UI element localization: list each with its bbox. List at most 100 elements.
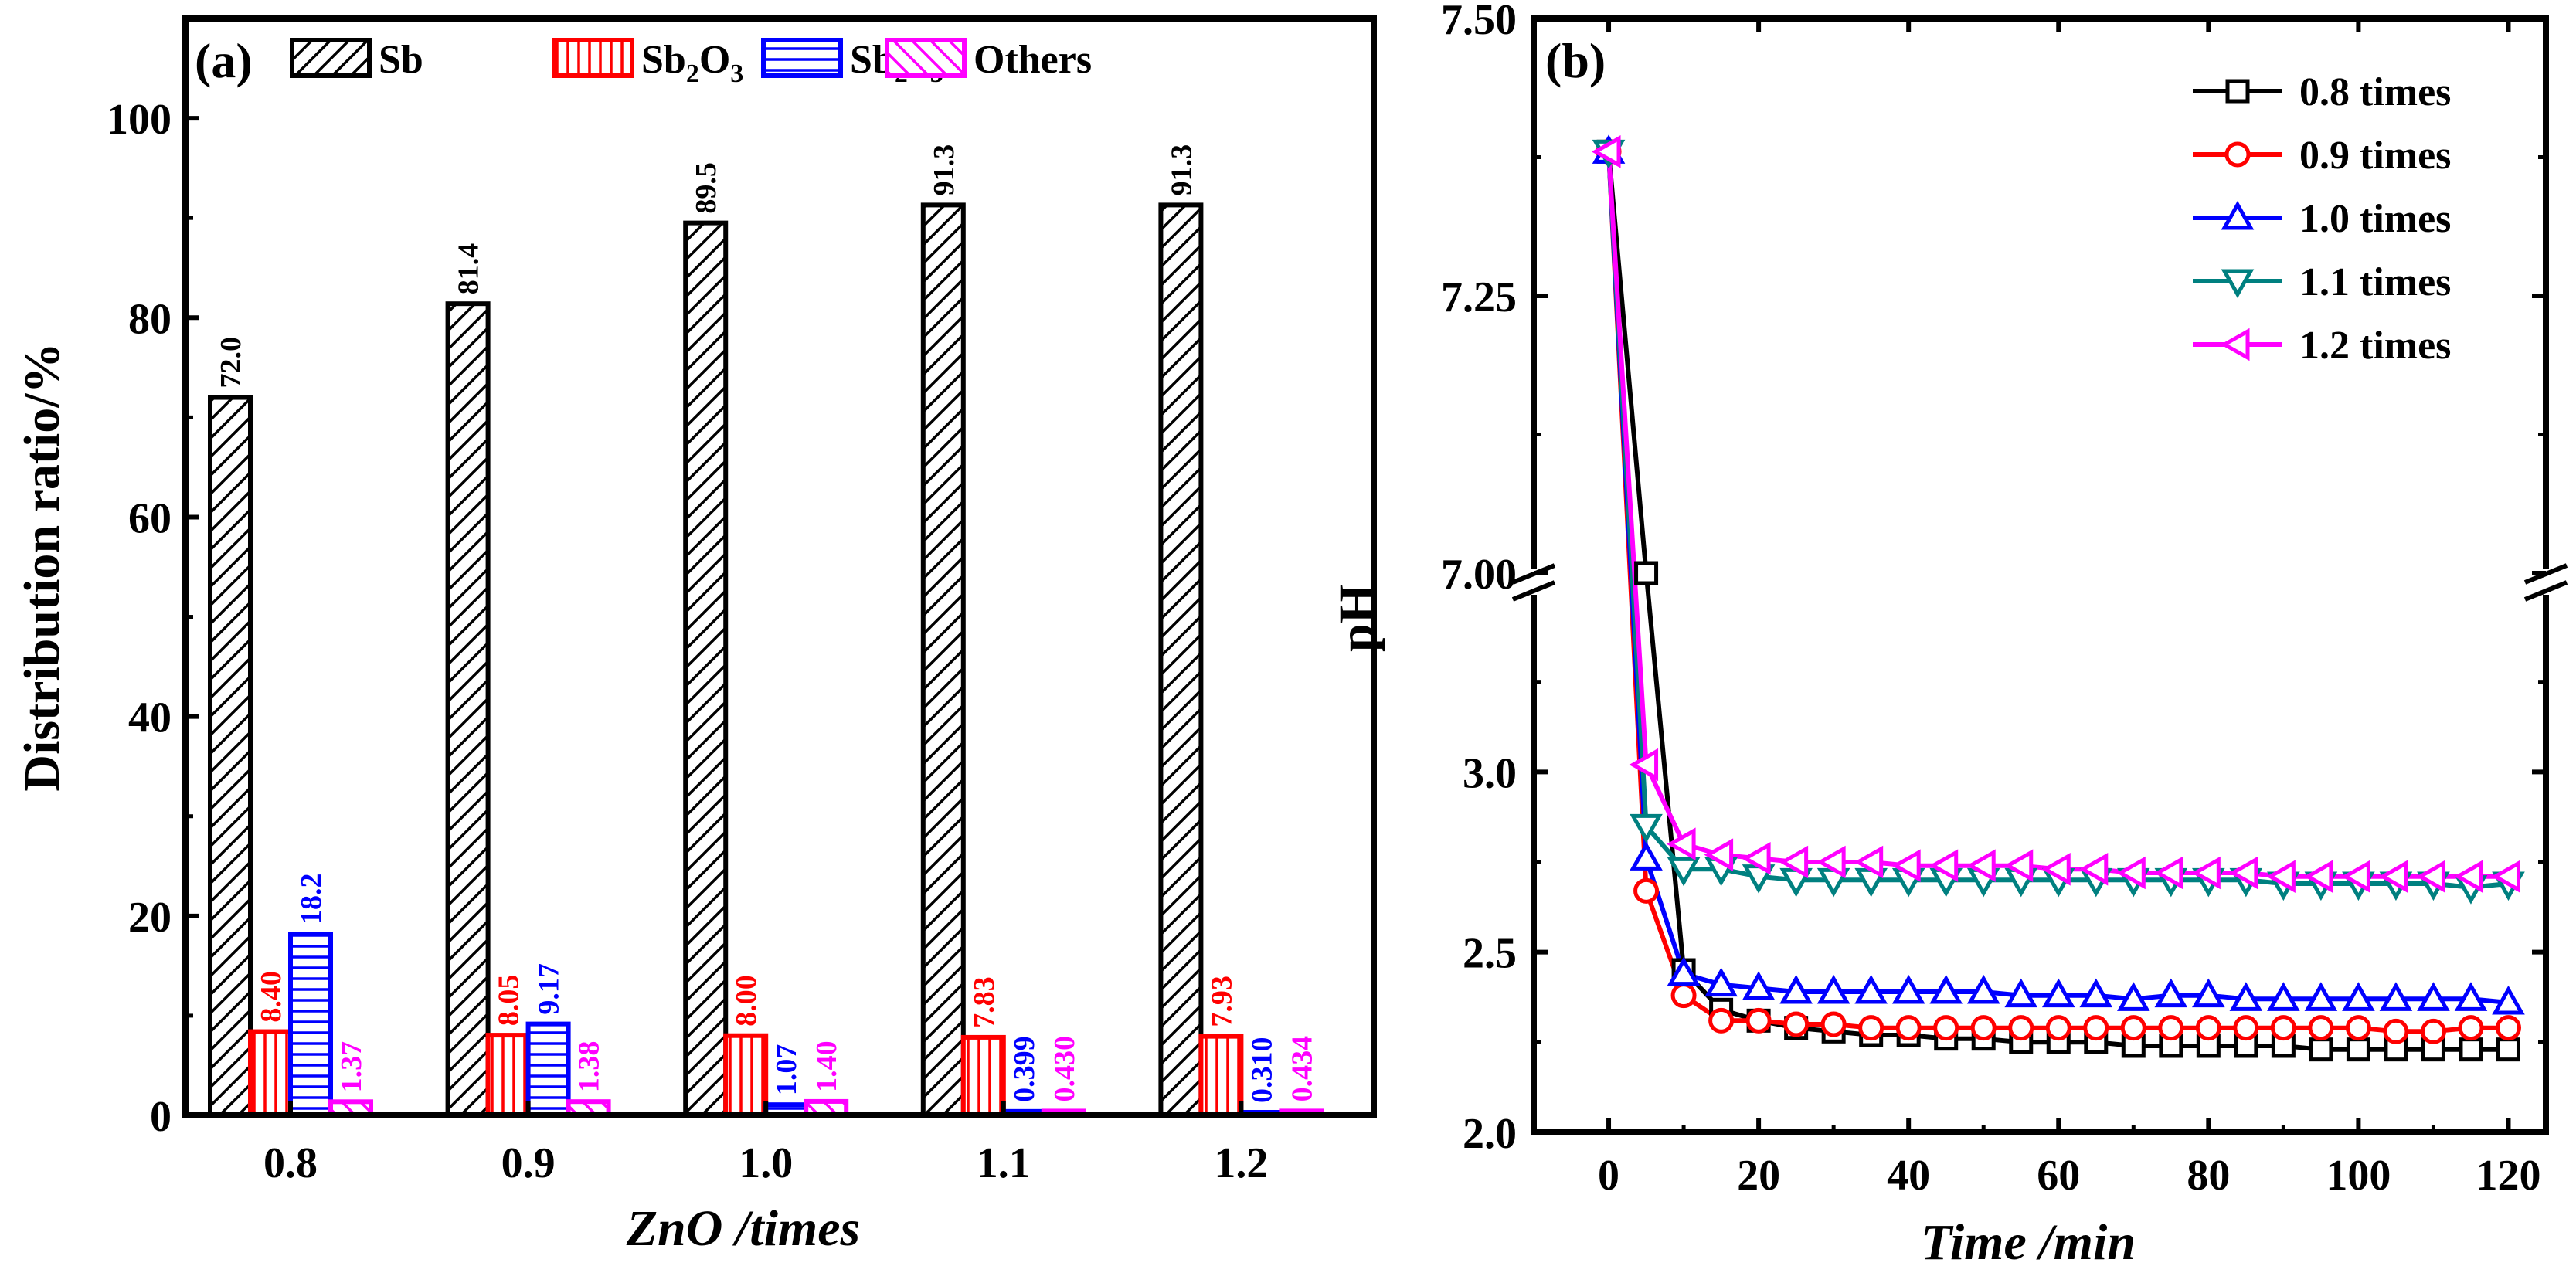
point-1-0-times bbox=[2304, 982, 2338, 1011]
point-1-2-times bbox=[2078, 853, 2109, 886]
point-1-2-times bbox=[1891, 849, 1921, 882]
b-legend-1-2-times-marker bbox=[2220, 328, 2250, 361]
point-1-0-times bbox=[2417, 982, 2450, 1011]
panel-b-line-chart: 2.0 2.5 3.0 7.00 7.25 7.50 0 20 40 60 80 100 120 0.… bbox=[1329, 0, 2568, 1271]
point-1-2-times bbox=[1591, 135, 1621, 168]
b-legend-0-9-times-label: 0.9 times bbox=[2299, 134, 2451, 178]
bar-label-others-1.1: 0.430 bbox=[1048, 1036, 1081, 1102]
bar-label-sb2o3-1.0: 8.00 bbox=[730, 975, 763, 1027]
point-1-0-times bbox=[2117, 982, 2150, 1011]
point-0-9-times bbox=[1783, 1011, 1810, 1037]
point-0-9-times bbox=[2383, 1018, 2409, 1044]
b-legend-1-2-times-label: 1.2 times bbox=[2299, 324, 2451, 368]
point-1-2-times bbox=[1704, 838, 1734, 871]
point-1-2-times bbox=[1854, 845, 1884, 879]
point-1-0-times bbox=[1929, 974, 1963, 1004]
a-bars bbox=[208, 202, 1324, 1118]
b-legend: 0.8 times 0.9 times 1.0 times 1.1 times 1.2 … bbox=[2193, 70, 2451, 368]
point-1-2-times bbox=[2153, 856, 2183, 890]
a-x-tick-label: 1.0 bbox=[739, 1139, 793, 1187]
bar-sb2s3-0.8 bbox=[288, 932, 333, 1118]
b-y-tick-label: 2.0 bbox=[1463, 1110, 1517, 1158]
bar-label-sb-0.8: 72.0 bbox=[215, 337, 247, 389]
point-0-9-times bbox=[2495, 1015, 2521, 1041]
a-y-axis-title: Distribution ratio/% bbox=[14, 342, 70, 791]
bar-sb-1.1 bbox=[920, 202, 966, 1118]
point-1-0-times bbox=[1779, 974, 1813, 1004]
point-0-8-times bbox=[1634, 561, 1659, 585]
point-1-1-times bbox=[1630, 813, 1663, 843]
bar-label-sb2s3-1.0: 1.07 bbox=[770, 1044, 803, 1096]
bar-sb2o3-1.0 bbox=[723, 1033, 769, 1118]
point-0-9-times bbox=[1745, 1007, 1772, 1034]
bar-sb2s3-0.9 bbox=[525, 1021, 571, 1118]
point-1-0-times bbox=[1854, 974, 1888, 1004]
a-legend-swatch-sb2s3 bbox=[761, 38, 843, 78]
point-0-9-times bbox=[1933, 1015, 1959, 1041]
point-0-9-times bbox=[1895, 1015, 1922, 1041]
point-0-9-times bbox=[2270, 1015, 2296, 1041]
point-1-0-times bbox=[1891, 974, 1925, 1004]
a-y-axis: 0 20 40 60 80 100 bbox=[107, 96, 199, 1141]
b-y-axis: 2.0 2.5 3.0 7.00 7.25 7.50 bbox=[1441, 0, 2546, 1158]
point-1-2-times bbox=[1629, 748, 1659, 782]
b-series-lines bbox=[1591, 134, 2525, 1062]
bar-label-sb2s3-0.8: 18.2 bbox=[295, 874, 328, 925]
point-1-0-times bbox=[2379, 982, 2413, 1011]
a-x-tick-label: 0.9 bbox=[501, 1139, 556, 1187]
point-1-0-times bbox=[2004, 978, 2038, 1008]
a-y-tick-label: 40 bbox=[128, 694, 172, 742]
point-1-2-times bbox=[2453, 860, 2483, 893]
point-1-2-times bbox=[1667, 827, 1696, 860]
point-1-0-times bbox=[2041, 978, 2075, 1008]
point-1-2-times bbox=[2341, 860, 2370, 893]
b-y-axis-title: pH bbox=[1329, 584, 1385, 652]
point-0-9-times bbox=[1820, 1011, 1847, 1037]
point-1-2-times bbox=[2266, 860, 2296, 893]
bar-label-others-1.0: 1.40 bbox=[811, 1040, 843, 1092]
point-1-0-times bbox=[2267, 982, 2300, 1011]
bar-label-sb2s3-1.1: 0.399 bbox=[1008, 1036, 1041, 1102]
a-y-tick-label: 20 bbox=[128, 894, 172, 942]
b-legend-0-8-times-label: 0.8 times bbox=[2299, 70, 2451, 114]
point-1-2-times bbox=[2116, 856, 2146, 890]
a-y-tick-label: 0 bbox=[150, 1093, 172, 1141]
point-0-9-times bbox=[2008, 1015, 2034, 1041]
point-1-2-times bbox=[2003, 849, 2034, 882]
point-1-2-times bbox=[1929, 849, 1959, 882]
b-x-tick-label: 80 bbox=[2187, 1152, 2230, 1200]
b-y-tick-label: 3.0 bbox=[1463, 749, 1517, 797]
point-1-0-times bbox=[1816, 974, 1850, 1004]
b-x-axis-title: Time /min bbox=[1921, 1214, 2136, 1271]
bar-sb2o3-0.9 bbox=[485, 1033, 531, 1118]
a-y-tick-label: 80 bbox=[128, 295, 172, 343]
b-x-tick-label: 20 bbox=[1737, 1152, 1780, 1200]
bar-label-others-0.9: 1.38 bbox=[573, 1041, 606, 1093]
bar-label-sb2s3-1.2: 0.310 bbox=[1246, 1037, 1278, 1103]
b-legend-0-9-times-marker bbox=[2224, 141, 2251, 168]
a-x-tick-label: 1.1 bbox=[977, 1139, 1031, 1187]
bar-label-sb2o3-1.2: 7.93 bbox=[1205, 976, 1238, 1027]
point-0-8-times bbox=[2346, 1037, 2370, 1062]
a-legend-swatch-others bbox=[885, 38, 967, 78]
b-y-tick-label: 7.00 bbox=[1441, 551, 1517, 599]
bar-label-sb-1.1: 91.3 bbox=[928, 144, 960, 196]
point-0-9-times bbox=[2420, 1018, 2446, 1044]
point-1-0-times bbox=[1742, 971, 1776, 1000]
b-y-tick-label: 2.5 bbox=[1463, 930, 1517, 978]
bar-sb2o3-0.8 bbox=[248, 1029, 293, 1118]
b-x-tick-label: 60 bbox=[2037, 1152, 2080, 1200]
b-legend-1-0-times-label: 1.0 times bbox=[2299, 197, 2451, 241]
a-x-axis-title: ZnO /times bbox=[626, 1200, 861, 1257]
point-0-9-times bbox=[2120, 1015, 2146, 1041]
point-1-0-times bbox=[2192, 978, 2225, 1008]
point-0-9-times bbox=[1970, 1015, 1997, 1041]
a-legend-label-sb2o3: Sb2O3 bbox=[641, 38, 743, 88]
b-legend-1-1-times-marker bbox=[2221, 269, 2255, 299]
b-legend-0-8-times-marker bbox=[2225, 79, 2250, 104]
b-legend-1-1-times-label: 1.1 times bbox=[2299, 260, 2451, 304]
a-x-tick-label: 0.8 bbox=[263, 1139, 318, 1187]
a-legend: SbSb2O3Sb2S3Others bbox=[290, 38, 1092, 88]
bar-label-sb2o3-0.8: 8.40 bbox=[255, 971, 287, 1023]
